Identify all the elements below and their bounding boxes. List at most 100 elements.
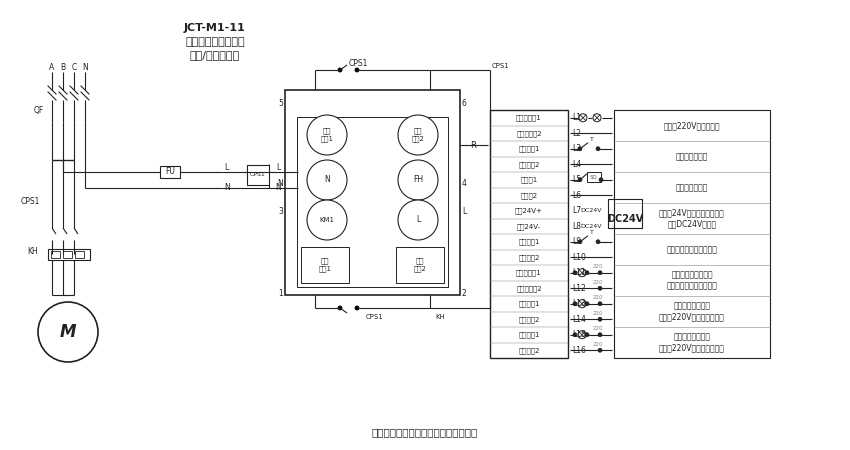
Circle shape (578, 178, 582, 182)
Text: QF: QF (34, 105, 44, 114)
Text: CPS1: CPS1 (366, 314, 384, 320)
Text: N: N (224, 184, 230, 193)
Text: KM1: KM1 (320, 217, 335, 223)
Text: CPS1: CPS1 (20, 198, 40, 207)
Text: L16: L16 (572, 346, 586, 355)
Bar (587, 172, 601, 182)
Text: 接楼宇集中控制启动信号: 接楼宇集中控制启动信号 (666, 245, 717, 254)
Bar (51, 251, 60, 258)
Text: FU: FU (165, 167, 175, 176)
Text: L: L (416, 216, 420, 225)
Circle shape (598, 286, 602, 290)
Text: KH: KH (435, 314, 445, 320)
Text: 故障反馈1: 故障反馈1 (518, 332, 540, 338)
Text: R: R (470, 140, 476, 149)
Text: 硬线启动2: 硬线启动2 (518, 161, 540, 167)
Text: 硬启指示灯2: 硬启指示灯2 (516, 130, 541, 136)
Text: 2: 2 (462, 288, 467, 297)
Circle shape (398, 115, 438, 155)
Text: L2: L2 (572, 129, 581, 138)
Text: 运行状态信号反馈
（外接220V电源和信号灯）: 运行状态信号反馈 （外接220V电源和信号灯） (659, 302, 725, 321)
Text: 防火阀2: 防火阀2 (520, 192, 537, 198)
Circle shape (38, 302, 98, 362)
Text: T: T (590, 230, 594, 235)
Text: 4: 4 (462, 179, 467, 188)
Circle shape (578, 331, 586, 339)
Circle shape (599, 178, 603, 182)
Circle shape (355, 306, 359, 310)
Text: N: N (275, 184, 281, 193)
Circle shape (598, 348, 602, 352)
Text: L7: L7 (572, 206, 581, 215)
Text: 消防24V-: 消防24V- (517, 223, 541, 230)
Bar (608, 199, 642, 228)
Text: 5: 5 (278, 99, 283, 108)
Text: 风机/水泵控制器: 风机/水泵控制器 (190, 50, 240, 60)
Text: 220: 220 (592, 280, 603, 285)
Text: 手自动反馈1: 手自动反馈1 (516, 270, 541, 276)
Text: L12: L12 (572, 284, 586, 293)
Text: CPS1: CPS1 (492, 63, 510, 69)
Text: 本图仅供参考，请按实际需求修改使用: 本图仅供参考，请按实际需求修改使用 (371, 427, 478, 437)
Text: 消防兼平时两用单速: 消防兼平时两用单速 (185, 37, 245, 47)
Text: 远程楼宇2: 远程楼宇2 (518, 254, 540, 261)
Circle shape (585, 271, 589, 275)
Text: L4: L4 (572, 160, 581, 169)
Text: L5: L5 (572, 175, 581, 184)
Text: L8: L8 (572, 222, 581, 231)
Circle shape (578, 300, 586, 308)
Text: 硬启指示灯1: 硬启指示灯1 (516, 114, 541, 121)
Circle shape (307, 200, 347, 240)
Text: 220: 220 (592, 311, 603, 316)
Text: N: N (277, 179, 283, 188)
Text: DC24V: DC24V (607, 213, 643, 224)
Text: 防火阀1: 防火阀1 (520, 176, 537, 183)
Text: 6: 6 (462, 99, 467, 108)
Text: M: M (60, 323, 76, 341)
Text: T: T (590, 137, 594, 142)
Text: L9: L9 (572, 237, 581, 246)
Text: L15: L15 (572, 330, 586, 339)
Text: JCT-M1-11: JCT-M1-11 (184, 23, 246, 33)
Text: L11: L11 (572, 268, 586, 277)
Text: 运行
反馈2: 运行 反馈2 (411, 128, 424, 142)
Text: 故障状态信号反馈
（外接220V电源和信号灯）: 故障状态信号反馈 （外接220V电源和信号灯） (659, 333, 725, 352)
Circle shape (307, 160, 347, 200)
Text: N: N (324, 176, 330, 184)
Text: 接外控启动按钮: 接外控启动按钮 (676, 152, 708, 161)
Text: 硬线启动1: 硬线启动1 (518, 145, 540, 152)
Text: 消防24V+: 消防24V+ (515, 207, 543, 214)
Text: 运行反馈1: 运行反馈1 (518, 301, 540, 307)
Circle shape (585, 333, 589, 337)
Text: KH: KH (27, 248, 38, 256)
Bar (490, 110, 568, 358)
Text: L: L (277, 162, 281, 171)
Text: 220: 220 (592, 326, 603, 331)
Circle shape (355, 68, 359, 72)
Bar (63, 251, 72, 258)
Text: 220: 220 (592, 295, 603, 300)
Circle shape (578, 147, 582, 151)
Circle shape (338, 306, 342, 310)
Text: 手自动状态信号反馈
（手动断开、自动闭合）: 手自动状态信号反馈 （手动断开、自动闭合） (666, 271, 717, 290)
Text: 运行反馈2: 运行反馈2 (518, 316, 540, 323)
Text: 故障
反馈2: 故障 反馈2 (414, 258, 427, 272)
Bar (75, 251, 84, 258)
Bar (614, 110, 770, 358)
Text: L10: L10 (572, 253, 586, 262)
Bar (285, 90, 460, 295)
Bar (247, 165, 269, 185)
Circle shape (598, 333, 602, 337)
Text: 接消防24V信号（光耦接收）
（需DC24V电源）: 接消防24V信号（光耦接收） （需DC24V电源） (659, 209, 725, 228)
Text: 故障
反馈1: 故障 反馈1 (319, 258, 332, 272)
Circle shape (596, 147, 600, 151)
Circle shape (578, 269, 586, 277)
Text: L1: L1 (572, 113, 581, 122)
Circle shape (598, 317, 602, 321)
Text: CPS1: CPS1 (250, 172, 266, 177)
Text: L: L (224, 162, 229, 171)
Circle shape (398, 200, 438, 240)
Text: 3: 3 (278, 207, 283, 216)
Text: L6: L6 (572, 191, 581, 200)
Text: DC24V: DC24V (580, 224, 602, 229)
